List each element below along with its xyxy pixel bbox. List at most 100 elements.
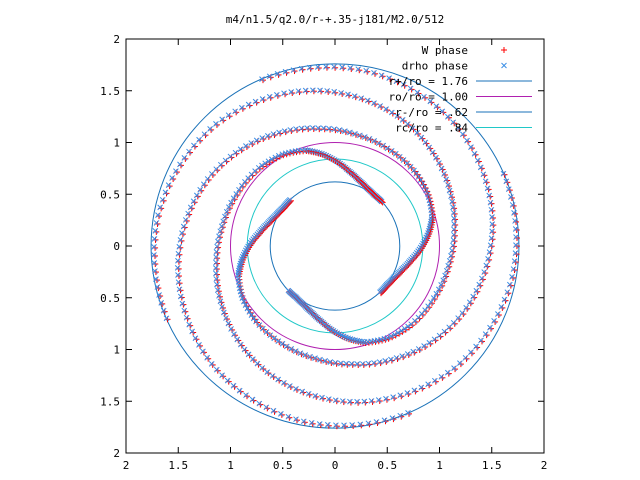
drho-phase-point-2-111 — [364, 97, 371, 104]
drho-phase-point-1-115-b — [486, 249, 493, 255]
drho-phase-point-3-110 — [187, 204, 194, 211]
drho-phase-point-1-67 — [267, 332, 274, 339]
drho-phase-point-3-77 — [352, 131, 358, 137]
drho-phase-point-3-126 — [183, 314, 190, 321]
drho-phase-point-0-140-b — [487, 324, 493, 331]
drho-phase-point-1-69 — [275, 338, 282, 344]
drho-phase-point-1-53-b — [236, 285, 243, 292]
drho-phase-point-2-143 — [165, 182, 172, 188]
drho-phase-point-2-77-b — [445, 262, 452, 269]
drho-phase-point-2-109 — [377, 103, 384, 109]
drho-phase-point-3-128 — [189, 328, 196, 335]
drho-phase-point-0-133-b — [451, 365, 457, 371]
drho-phase-point-3-132-b — [204, 354, 211, 361]
drho-phase-point-3-109-b — [190, 198, 197, 205]
drho-phase-point-2-60 — [398, 327, 405, 334]
drho-phase-point-2-145-b — [159, 196, 166, 203]
drho-phase-point-3-118-b — [175, 257, 181, 264]
drho-phase-point-1-119 — [489, 221, 496, 227]
drho-phase-point-3-119 — [174, 265, 181, 271]
drho-phase-point-2-93 — [443, 176, 450, 183]
drho-phase-point-1-144-b — [386, 75, 392, 81]
drho-phase-point-2-48-b — [359, 338, 366, 345]
drho-phase-point-3-56 — [424, 191, 431, 197]
x-tick-label-1: 1.5 — [168, 459, 188, 472]
drho-phase-point-3-81 — [331, 126, 338, 133]
drho-phase-point-3-72-b — [375, 140, 382, 146]
drho-phase-point-2-149-b — [152, 228, 159, 234]
drho-phase-point-0-136 — [468, 349, 474, 356]
drho-phase-point-3-138 — [236, 387, 243, 394]
drho-phase-point-3-82 — [326, 125, 332, 132]
drho-phase-point-3-76 — [357, 132, 363, 139]
drho-phase-point-0-119 — [354, 398, 360, 405]
drho-phase-point-0-108 — [281, 380, 287, 386]
drho-phase-point-3-95 — [253, 137, 260, 144]
drho-phase-point-1-111 — [479, 275, 485, 282]
drho-phase-point-2-151 — [151, 244, 157, 250]
drho-phase-point-2-153 — [151, 260, 158, 266]
drho-phase-point-1-153-b — [314, 64, 321, 70]
drho-phase-point-2-146-b — [157, 204, 164, 211]
drho-phase-point-0-100 — [241, 346, 248, 353]
drho-phase-point-2-134 — [207, 126, 213, 132]
drho-phase-point-3-139-b — [243, 392, 249, 399]
drho-phase-point-1-160-b — [259, 76, 265, 82]
drho-phase-point-1-81-b — [332, 359, 339, 366]
drho-phase-point-3-121-b — [175, 279, 182, 286]
drho-phase-point-1-127 — [477, 164, 484, 171]
drho-phase-point-1-70-b — [279, 340, 286, 347]
y-tick-label-2: 1 — [113, 344, 120, 357]
drho-phase-point-0-126 — [404, 390, 411, 396]
drho-phase-point-1-116-b — [487, 242, 494, 249]
drho-phase-point-2-154 — [152, 268, 158, 274]
drho-phase-point-3-125 — [181, 307, 188, 314]
drho-phase-point-2-147 — [155, 212, 161, 218]
drho-phase-point-1-120-b — [489, 214, 495, 220]
drho-phase-point-2-101 — [418, 134, 425, 141]
drho-phase-point-3-62-b — [413, 170, 420, 177]
drho-phase-point-3-60-b — [417, 177, 424, 184]
drho-phase-point-1-131-b — [464, 137, 470, 144]
drho-phase-point-0-84 — [213, 259, 219, 266]
drho-phase-point-2-115-b — [338, 90, 345, 96]
drho-phase-point-2-36-b — [332, 329, 339, 335]
drho-phase-point-2-102-b — [414, 130, 420, 136]
drho-phase-point-2-68 — [425, 303, 431, 310]
x-tick-label-5: 0.5 — [377, 459, 397, 472]
drho-phase-point-1-121 — [488, 206, 495, 213]
drho-phase-point-2-73-b — [438, 282, 444, 288]
drho-phase-point-2-153-b — [151, 260, 158, 266]
drho-phase-point-0-160 — [500, 170, 507, 177]
drho-phase-point-1-57 — [241, 298, 247, 305]
drho-phase-point-1-160 — [259, 76, 265, 82]
drho-phase-point-1-85-b — [354, 361, 361, 367]
drho-phase-point-2-140-b — [177, 161, 183, 168]
drho-phase-point-3-57 — [423, 187, 429, 194]
drho-phase-point-3-157 — [381, 417, 388, 424]
drho-phase-point-3-128-b — [189, 328, 196, 335]
drho-phase-point-1-68-b — [271, 335, 278, 342]
drho-phase-point-1-157 — [282, 68, 289, 75]
drho-phase-point-1-124-b — [484, 185, 491, 192]
drho-phase-point-0-81-b — [214, 243, 220, 250]
drho-phase-point-1-100 — [436, 332, 443, 339]
drho-phase-point-2-56-b — [384, 334, 391, 341]
drho-phase-point-1-103-b — [450, 319, 457, 326]
drho-phase-point-0-56 — [279, 151, 286, 158]
drho-phase-point-2-150-b — [151, 236, 158, 242]
drho-phase-point-1-150 — [339, 64, 346, 71]
drho-phase-point-1-118-b — [489, 228, 495, 235]
drho-phase-point-0-102-b — [250, 356, 256, 362]
drho-phase-point-3-63-b — [411, 167, 417, 174]
y-tick-label-4: 0 — [113, 240, 120, 253]
drho-phase-point-3-91 — [276, 129, 282, 136]
drho-phase-point-2-107-b — [388, 109, 395, 116]
drho-phase-point-0-145 — [504, 289, 511, 296]
drho-phase-point-1-116 — [487, 242, 494, 249]
drho-phase-point-3-110-b — [187, 204, 194, 211]
drho-phase-point-1-132 — [459, 131, 466, 138]
drho-phase-point-1-113-b — [483, 262, 490, 269]
drho-phase-point-1-122-b — [487, 199, 494, 206]
drho-phase-point-3-147-b — [300, 418, 307, 425]
